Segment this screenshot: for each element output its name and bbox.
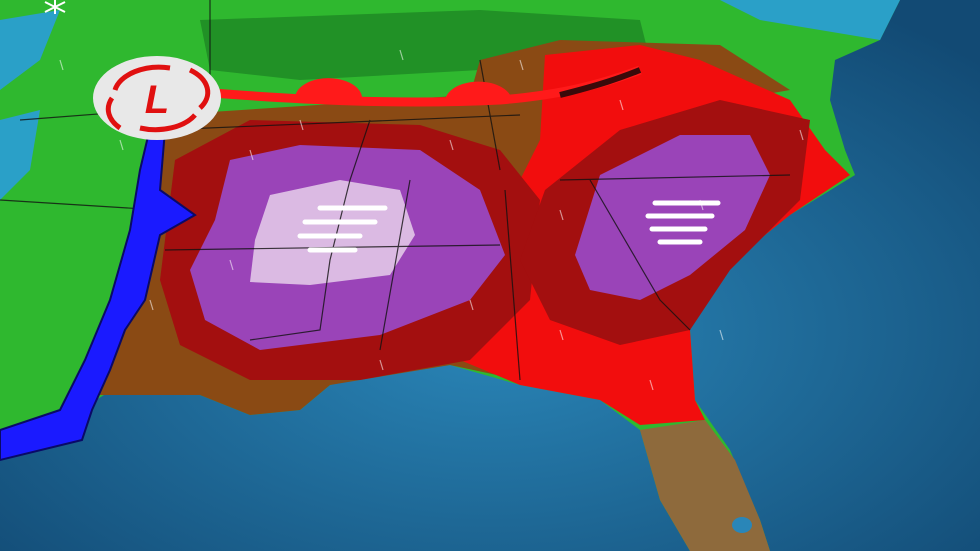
wind-icon-west (297, 205, 388, 253)
snowflake-icon (44, 0, 66, 14)
low-pressure-icon: L (93, 56, 221, 140)
cold-front (0, 126, 197, 462)
rain-streaks (59, 49, 804, 391)
light-blue-snow-area (0, 0, 900, 200)
low-pressure-label: L (145, 78, 169, 122)
lake-okeechobee (732, 517, 752, 533)
wind-icon-east (645, 200, 721, 245)
risk-area-light-purple (250, 180, 415, 285)
warm-front-bumps (295, 78, 512, 104)
warm-front-tail (559, 67, 642, 98)
